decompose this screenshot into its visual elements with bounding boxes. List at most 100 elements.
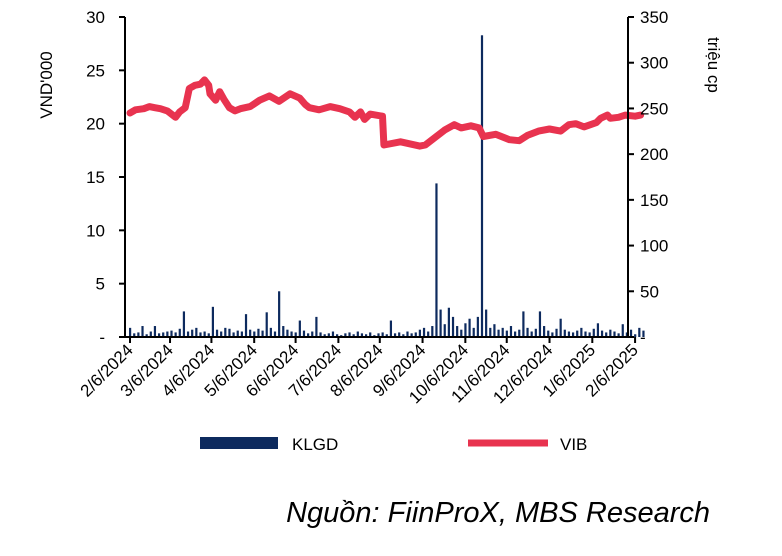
volume-bar — [501, 327, 504, 337]
volume-bar — [634, 334, 637, 337]
volume-bar — [547, 330, 550, 337]
volume-bar — [559, 318, 562, 337]
volume-bar — [145, 334, 148, 337]
volume-bar — [174, 332, 177, 337]
volume-bar — [617, 333, 620, 337]
y-right-label: triệu cp — [704, 37, 723, 93]
volume-bar — [571, 332, 575, 337]
volume-bar — [514, 331, 517, 337]
y-right-tick-label: 250 — [640, 99, 668, 118]
volume-bar — [497, 329, 500, 337]
volume-bar — [489, 327, 492, 337]
volume-bar — [356, 331, 359, 337]
volume-bar — [493, 324, 496, 337]
volume-bar — [410, 333, 413, 337]
volume-bar — [336, 334, 339, 337]
volume-bar — [282, 326, 285, 337]
volume-bar — [381, 332, 384, 337]
volume-bar — [153, 326, 157, 337]
volume-bar — [476, 316, 479, 337]
y-left-tick-label: 20 — [86, 115, 105, 134]
volume-bar — [584, 331, 587, 337]
volume-bar — [129, 327, 132, 337]
volume-bar — [182, 311, 186, 337]
volume-bar — [621, 324, 624, 337]
y-right-tick-label: 100 — [640, 237, 668, 256]
y-left-tick-label: 30 — [86, 8, 105, 27]
axes: -51015202530-501001502002503003502/6/202… — [77, 8, 669, 407]
volume-bar — [530, 331, 533, 337]
volume-bar — [393, 333, 397, 337]
volume-bar — [526, 327, 529, 337]
y-right-tick-label: 200 — [640, 145, 668, 164]
volume-bar — [485, 309, 488, 337]
legend: KLGD VIB — [200, 435, 587, 454]
y-left-tick-label: 5 — [96, 275, 105, 294]
volume-bar — [232, 332, 235, 337]
volume-bar — [518, 329, 521, 337]
volume-bar — [236, 330, 239, 337]
volume-bar — [203, 331, 206, 337]
volume-bar — [211, 306, 214, 337]
volume-bar — [149, 331, 152, 337]
volume-bar — [265, 312, 268, 337]
volume-bar — [249, 329, 252, 337]
volume-bar — [228, 328, 231, 337]
volume-bar — [327, 333, 330, 337]
volume-bar — [609, 329, 612, 337]
volume-bar — [576, 330, 579, 337]
legend-swatch-klgd — [200, 437, 278, 449]
volume-bar — [186, 331, 190, 337]
volume-bar — [427, 331, 430, 337]
volume-bar — [364, 334, 368, 337]
volume-bar — [538, 311, 542, 337]
legend-label-klgd: KLGD — [292, 435, 338, 454]
volume-bar — [331, 331, 335, 337]
volume-bar — [311, 331, 314, 337]
volume-bar — [629, 329, 633, 337]
volume-bar — [348, 332, 351, 337]
volume-bar — [406, 331, 409, 337]
y-right-tick-label: 150 — [640, 191, 668, 210]
volume-bar — [207, 333, 210, 337]
y-right-tick-label: - — [640, 328, 646, 347]
volume-bar — [369, 332, 372, 337]
volume-bar — [257, 328, 260, 337]
volume-bar — [600, 330, 604, 337]
volume-bar — [567, 331, 571, 337]
volume-bar — [199, 332, 202, 337]
volume-bar — [273, 331, 277, 337]
volume-bar — [551, 332, 554, 337]
volume-bar — [166, 331, 169, 337]
volume-bar — [402, 334, 405, 337]
volume-bar — [307, 333, 310, 337]
volume-bar — [133, 333, 136, 337]
volume-bar — [439, 309, 442, 337]
volume-bar — [505, 330, 508, 337]
y-left-tick-label: 10 — [86, 221, 105, 240]
volume-bar — [472, 327, 475, 337]
y-left-label: VND'000 — [37, 51, 56, 119]
y-left-tick-label: - — [99, 328, 105, 347]
volume-bar — [447, 307, 450, 337]
volume-bar — [522, 311, 525, 337]
volume-bar — [398, 332, 401, 337]
volume-bar — [456, 326, 459, 337]
volume-bar — [170, 330, 173, 337]
volume-bar — [298, 320, 301, 337]
volume-bar — [294, 332, 297, 337]
volume-bar — [360, 333, 364, 337]
volume-bar — [137, 332, 140, 337]
volume-bar — [431, 326, 434, 337]
volume-bar — [422, 327, 426, 337]
volume-bar — [261, 330, 264, 337]
volume-bar — [414, 332, 417, 337]
volume-bar — [141, 326, 144, 337]
volume-bar — [555, 328, 558, 337]
volume-bar — [435, 183, 438, 337]
volume-bar — [319, 332, 322, 337]
volume-bar — [162, 332, 165, 337]
volume-bar — [269, 327, 272, 337]
volume-bar — [460, 329, 463, 337]
